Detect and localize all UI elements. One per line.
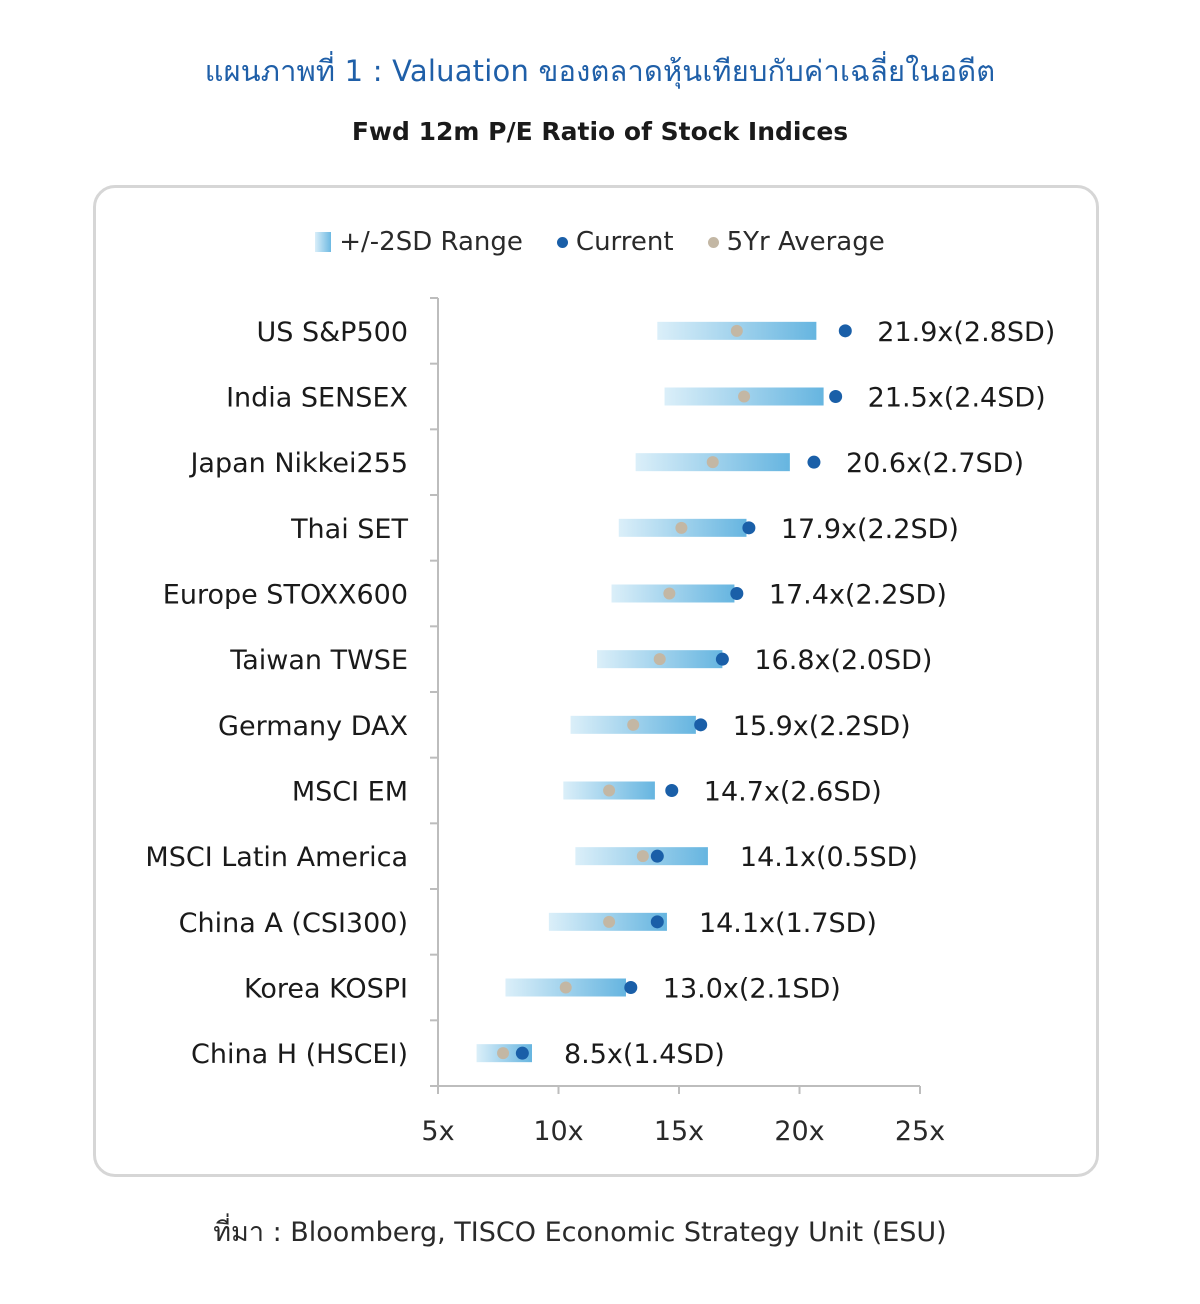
category-label: US S&P500 bbox=[257, 317, 409, 348]
data-label: 21.9x(2.8SD) bbox=[877, 317, 1055, 348]
chart-title: Fwd 12m P/E Ratio of Stock Indices bbox=[351, 117, 849, 146]
data-label: 8.5x(1.4SD) bbox=[564, 1039, 725, 1070]
category-label: China A (CSI300) bbox=[179, 908, 408, 939]
average-dot bbox=[675, 521, 688, 534]
average-dot bbox=[663, 587, 676, 600]
current-dot bbox=[742, 521, 756, 535]
category-label: Europe STOXX600 bbox=[163, 580, 408, 611]
average-dot bbox=[627, 718, 640, 731]
legend-average-swatch bbox=[707, 236, 719, 248]
data-label: 15.9x(2.2SD) bbox=[733, 711, 911, 742]
x-tick-label: 15x bbox=[654, 1116, 704, 1147]
category-label: India SENSEX bbox=[226, 383, 408, 414]
legend-range-label: +/-2SD Range bbox=[339, 227, 523, 257]
category-label: China H (HSCEI) bbox=[191, 1039, 408, 1070]
data-label: 14.7x(2.6SD) bbox=[704, 777, 882, 808]
average-dot bbox=[497, 1047, 510, 1060]
category-label: Korea KOSPI bbox=[244, 974, 408, 1005]
average-dot bbox=[636, 850, 649, 863]
chart-axes: 5x 10x 15x 20x 25x bbox=[421, 297, 945, 1147]
average-dot bbox=[730, 324, 743, 337]
legend-range-swatch bbox=[315, 232, 332, 252]
current-dot bbox=[838, 324, 852, 338]
x-tick-label: 25x bbox=[895, 1116, 945, 1147]
category-label: MSCI Latin America bbox=[145, 842, 408, 873]
current-dot bbox=[715, 652, 729, 666]
x-tick-label: 20x bbox=[774, 1116, 824, 1147]
data-label: 21.5x(2.4SD) bbox=[868, 383, 1046, 414]
current-dot bbox=[624, 981, 638, 994]
category-label: MSCI EM bbox=[292, 777, 408, 808]
legend-average-label: 5Yr Average bbox=[726, 227, 885, 257]
legend-current-swatch bbox=[556, 236, 568, 248]
legend-item-average: 5Yr Average bbox=[707, 227, 885, 257]
legend-item-range: +/-2SD Range bbox=[315, 227, 523, 257]
data-label: 14.1x(0.5SD) bbox=[740, 842, 918, 873]
legend-current-label: Current bbox=[575, 227, 674, 257]
x-tick-label: 5x bbox=[421, 1116, 454, 1147]
data-label: 16.8x(2.0SD) bbox=[754, 645, 932, 676]
current-dot bbox=[829, 390, 843, 403]
current-dot bbox=[665, 784, 679, 797]
data-label: 17.4x(2.2SD) bbox=[769, 580, 947, 611]
category-label: Taiwan TWSE bbox=[229, 645, 408, 676]
chart-heading: แผนภาพที่ 1 : Valuation ของตลาดหุ้นเทียบ… bbox=[204, 54, 996, 88]
average-dot bbox=[706, 456, 719, 469]
data-label: 17.9x(2.2SD) bbox=[781, 514, 959, 545]
current-dot bbox=[650, 915, 664, 929]
chart-marks: US S&P500 21.9x(2.8SD) India SENSEX 21.5x(2… bbox=[145, 317, 1055, 1070]
data-label: 20.6x(2.7SD) bbox=[846, 448, 1024, 479]
current-dot bbox=[730, 587, 744, 600]
chart-frame bbox=[93, 185, 1099, 1177]
category-label: Thai SET bbox=[290, 514, 408, 545]
average-dot bbox=[738, 390, 751, 403]
average-dot bbox=[653, 653, 666, 666]
category-label: Japan Nikkei255 bbox=[188, 448, 408, 479]
x-tick-label: 10x bbox=[533, 1116, 583, 1147]
current-dot bbox=[650, 849, 664, 863]
data-label: 13.0x(2.1SD) bbox=[663, 974, 841, 1005]
current-dot bbox=[515, 1046, 529, 1060]
current-dot bbox=[694, 718, 708, 732]
current-dot bbox=[807, 455, 821, 469]
data-label: 14.1x(1.7SD) bbox=[699, 908, 877, 939]
chart-legend: +/-2SD Range Current 5Yr Average bbox=[0, 222, 1200, 262]
average-dot bbox=[603, 915, 616, 928]
average-dot bbox=[559, 981, 572, 994]
source-note: ที่มา : Bloomberg, TISCO Economic Strate… bbox=[213, 1217, 947, 1248]
category-label: Germany DAX bbox=[218, 711, 408, 742]
average-dot bbox=[603, 784, 616, 797]
legend-item-current: Current bbox=[556, 227, 674, 257]
